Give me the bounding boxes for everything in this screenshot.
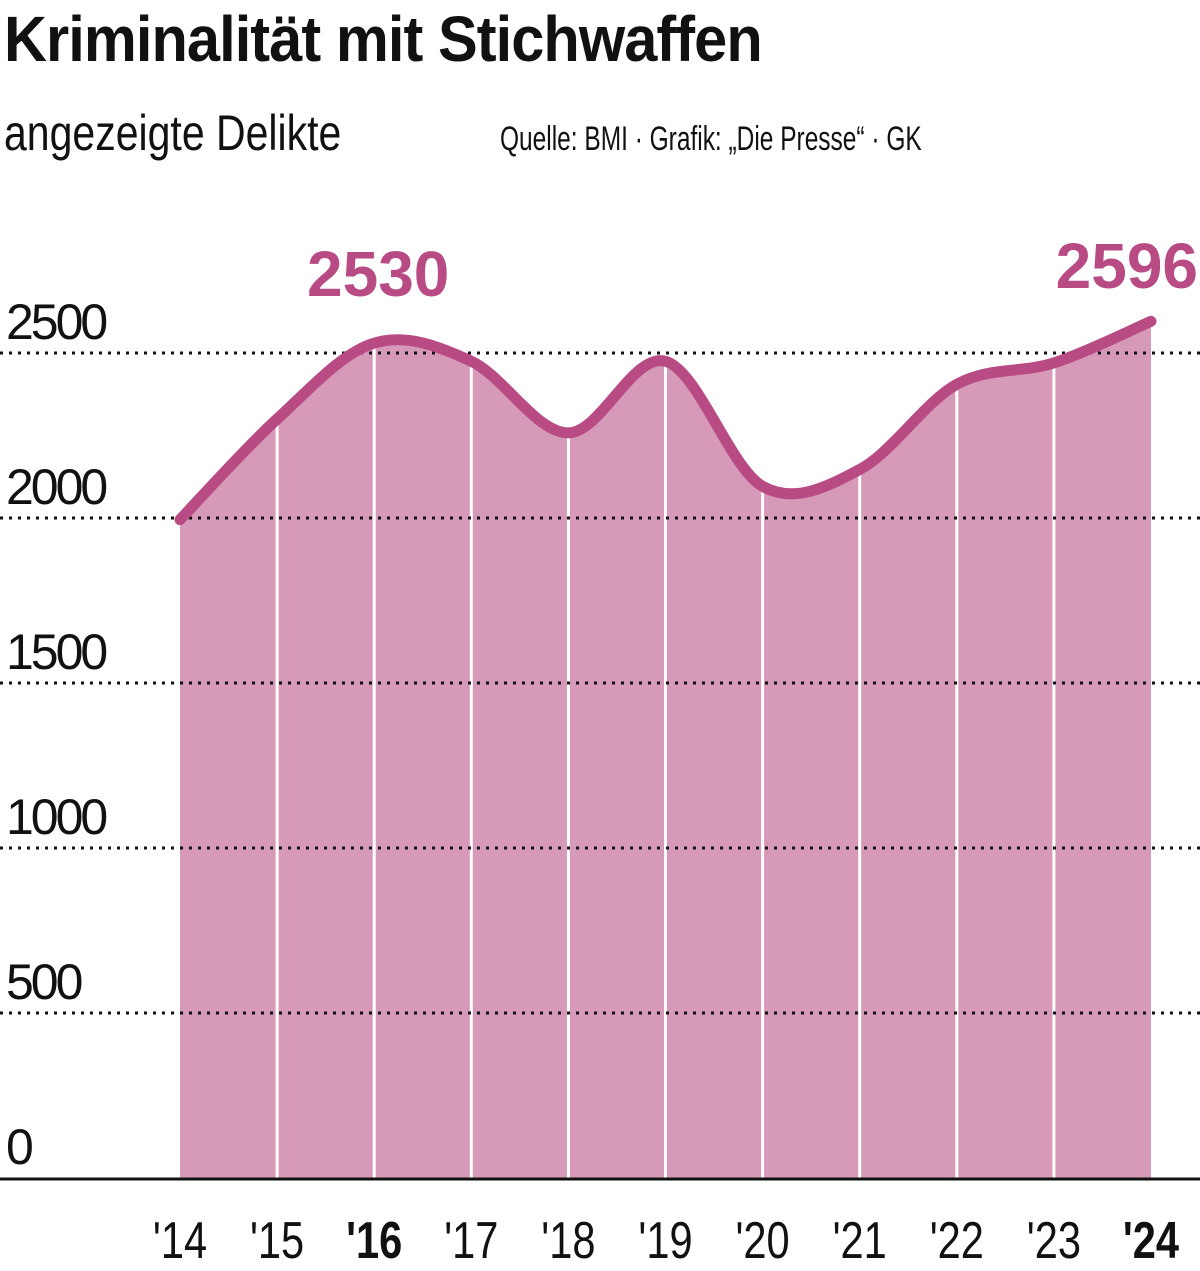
series-line <box>174 315 1157 526</box>
y-tick-label: 2000 <box>6 459 106 515</box>
y-tick-label: 1000 <box>6 789 106 845</box>
x-tick-label: '16 <box>346 1211 402 1270</box>
chart-source: Quelle: BMI · Grafik: „Die Presse“ · GK <box>500 120 922 158</box>
y-tick-label: 2500 <box>6 294 106 350</box>
chart-title: Kriminalität mit Stichwaffen <box>4 3 763 75</box>
x-tick-label: '21 <box>833 1211 887 1270</box>
x-tick-label: '18 <box>541 1211 595 1270</box>
x-tick-label: '15 <box>250 1211 304 1270</box>
y-tick-label: 500 <box>6 954 82 1010</box>
value-annotation: 2530 <box>307 238 449 310</box>
x-tick-label: '17 <box>444 1211 498 1270</box>
x-tick-label: '23 <box>1027 1211 1081 1270</box>
x-tick-label: '24 <box>1123 1211 1179 1270</box>
x-tick-label: '22 <box>930 1211 984 1270</box>
chart-subtitle: angezeigte Delikte <box>4 105 342 161</box>
y-tick-label: 0 <box>6 1119 32 1175</box>
value-annotation: 2596 <box>1056 230 1198 302</box>
y-tick-label: 1500 <box>6 624 106 680</box>
x-tick-label: '14 <box>153 1211 207 1270</box>
x-tick-label: '20 <box>735 1211 789 1270</box>
x-tick-label: '19 <box>638 1211 692 1270</box>
